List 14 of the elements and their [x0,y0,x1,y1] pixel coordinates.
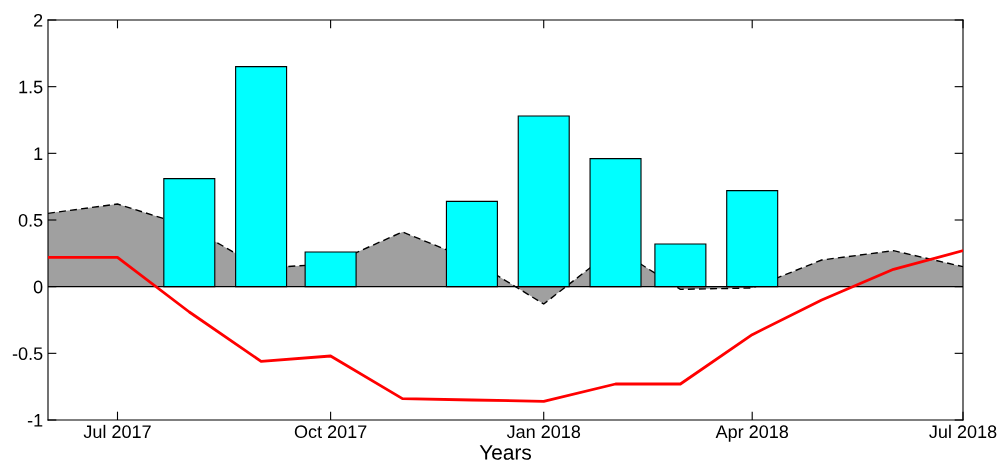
x-tick-label: Jul 2017 [83,424,151,439]
y-tick-label: 0 [33,280,43,294]
x-axis-title: Years [479,445,532,460]
y-tick-label: 2 [34,13,43,27]
y-tick-label: 0.5 [18,213,43,227]
x-tick-label: Jan 2018 [506,425,581,439]
x-tick-label: Apr 2018 [715,425,789,442]
x-tick-label: Jul 2018 [929,424,997,439]
line-series [48,249,963,403]
y-tick-label: -1 [27,414,43,427]
y-tick-label: 1 [34,147,43,160]
x-tick-label: Oct 2017 [294,425,367,439]
y-tick-label: 1.5 [19,80,43,94]
y-tick-label: -0.5 [12,347,43,361]
